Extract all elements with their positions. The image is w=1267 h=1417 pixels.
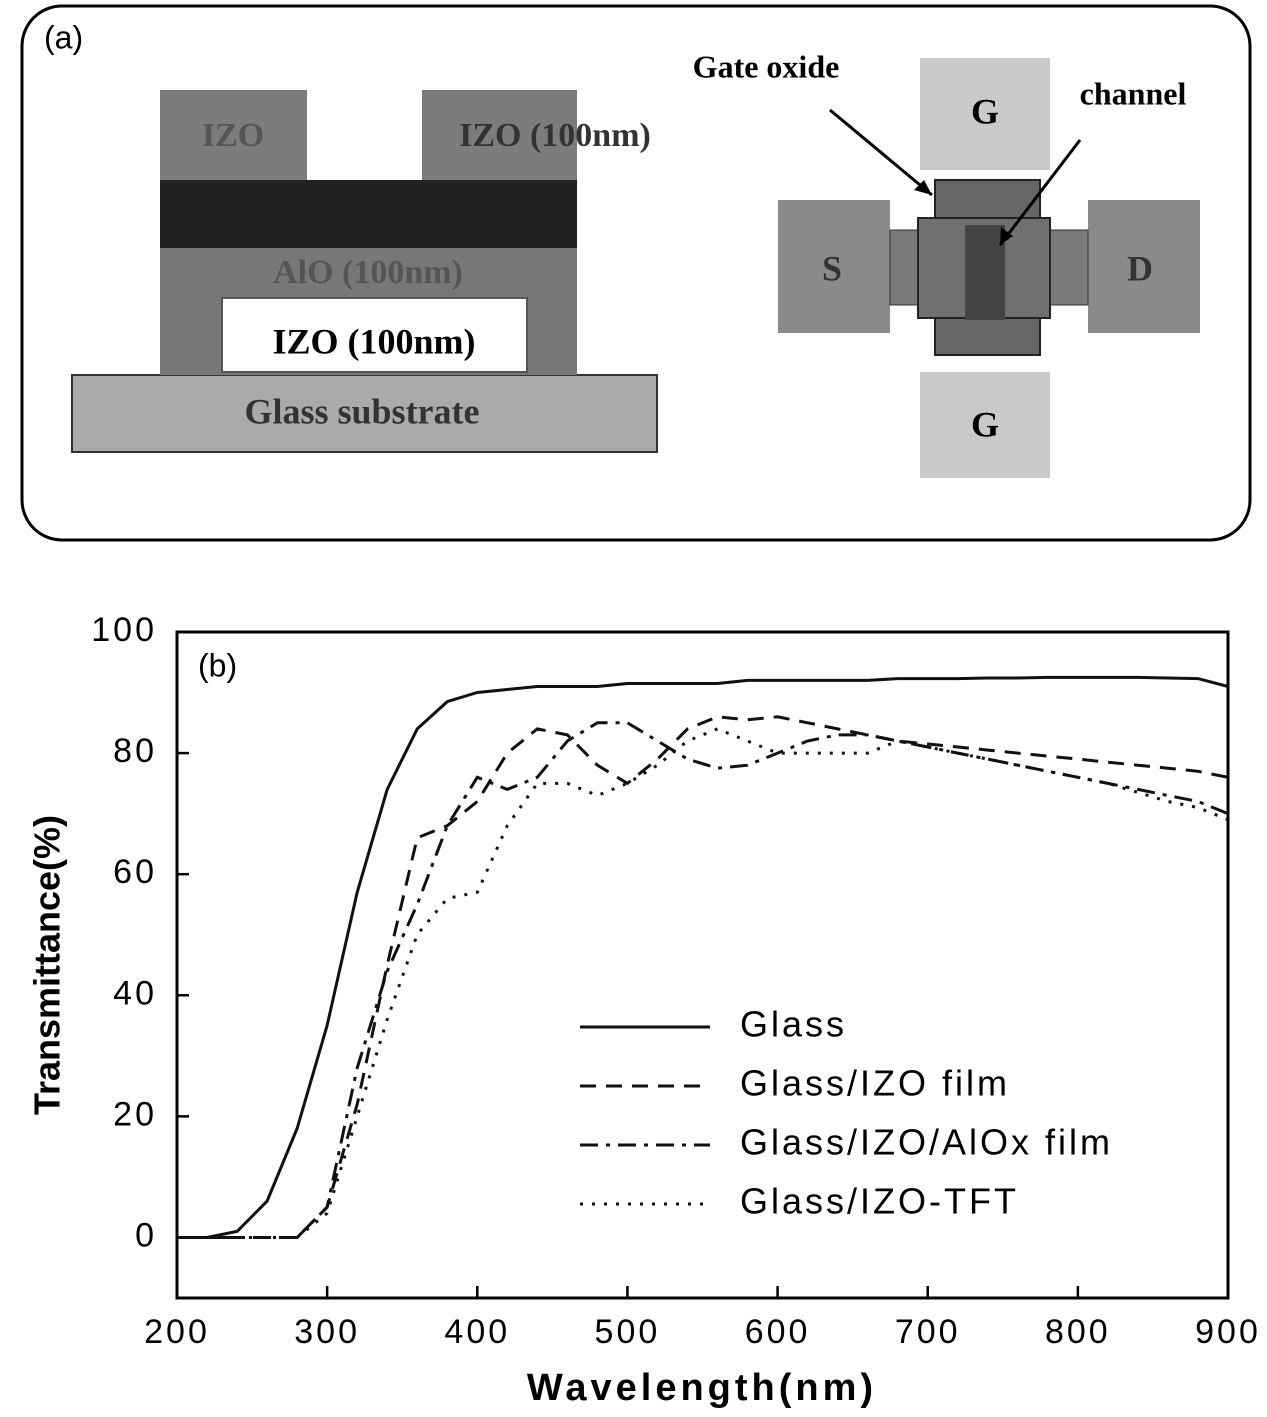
y-tick-label: 80 — [113, 732, 157, 770]
plot-frame — [177, 632, 1228, 1298]
page: (a) IZO IZO (100nm) AlO (100nm) IZO (100… — [0, 0, 1267, 1417]
oxide-top-band — [160, 180, 577, 248]
x-tick-label: 200 — [144, 1313, 210, 1351]
pad-label: D — [1127, 248, 1153, 288]
pad-label: G — [971, 404, 999, 444]
channel — [965, 225, 1005, 320]
panel-label: (a) — [44, 19, 83, 55]
pad-label: S — [822, 248, 842, 288]
x-tick-label: 800 — [1045, 1313, 1111, 1351]
x-tick-label: 500 — [595, 1313, 661, 1351]
panel-label: (b) — [198, 647, 237, 683]
layer-label: IZO (100nm) — [272, 321, 475, 361]
x-tick-label: 400 — [444, 1313, 510, 1351]
layer-label: IZO — [202, 117, 264, 154]
layer-label: IZO (100nm) — [459, 117, 651, 154]
layer-label: AlO (100nm) — [273, 254, 463, 291]
callout: Gate oxide — [693, 48, 840, 84]
callout: channel — [1080, 75, 1187, 111]
y-tick-label: 100 — [91, 611, 157, 649]
y-tick-label: 0 — [135, 1216, 157, 1254]
x-tick-label: 600 — [745, 1313, 811, 1351]
x-tick-label: 300 — [294, 1313, 360, 1351]
legend-label: Glass/IZO/AlOx film — [740, 1122, 1113, 1163]
legend-label: Glass — [740, 1004, 847, 1045]
x-tick-label: 900 — [1195, 1313, 1261, 1351]
y-tick-label: 40 — [113, 974, 157, 1012]
x-axis-label: Wavelength(nm) — [527, 1367, 877, 1409]
layer-label: Glass substrate — [244, 391, 479, 431]
y-axis-label: Transmittance(%) — [27, 815, 68, 1115]
figure: (a) IZO IZO (100nm) AlO (100nm) IZO (100… — [0, 0, 1267, 1417]
y-tick-label: 60 — [113, 853, 157, 891]
x-tick-label: 700 — [895, 1313, 961, 1351]
pad-label: G — [971, 91, 999, 131]
y-tick-label: 20 — [113, 1095, 157, 1133]
legend-label: Glass/IZO film — [740, 1063, 1010, 1104]
legend-label: Glass/IZO-TFT — [740, 1181, 1019, 1222]
